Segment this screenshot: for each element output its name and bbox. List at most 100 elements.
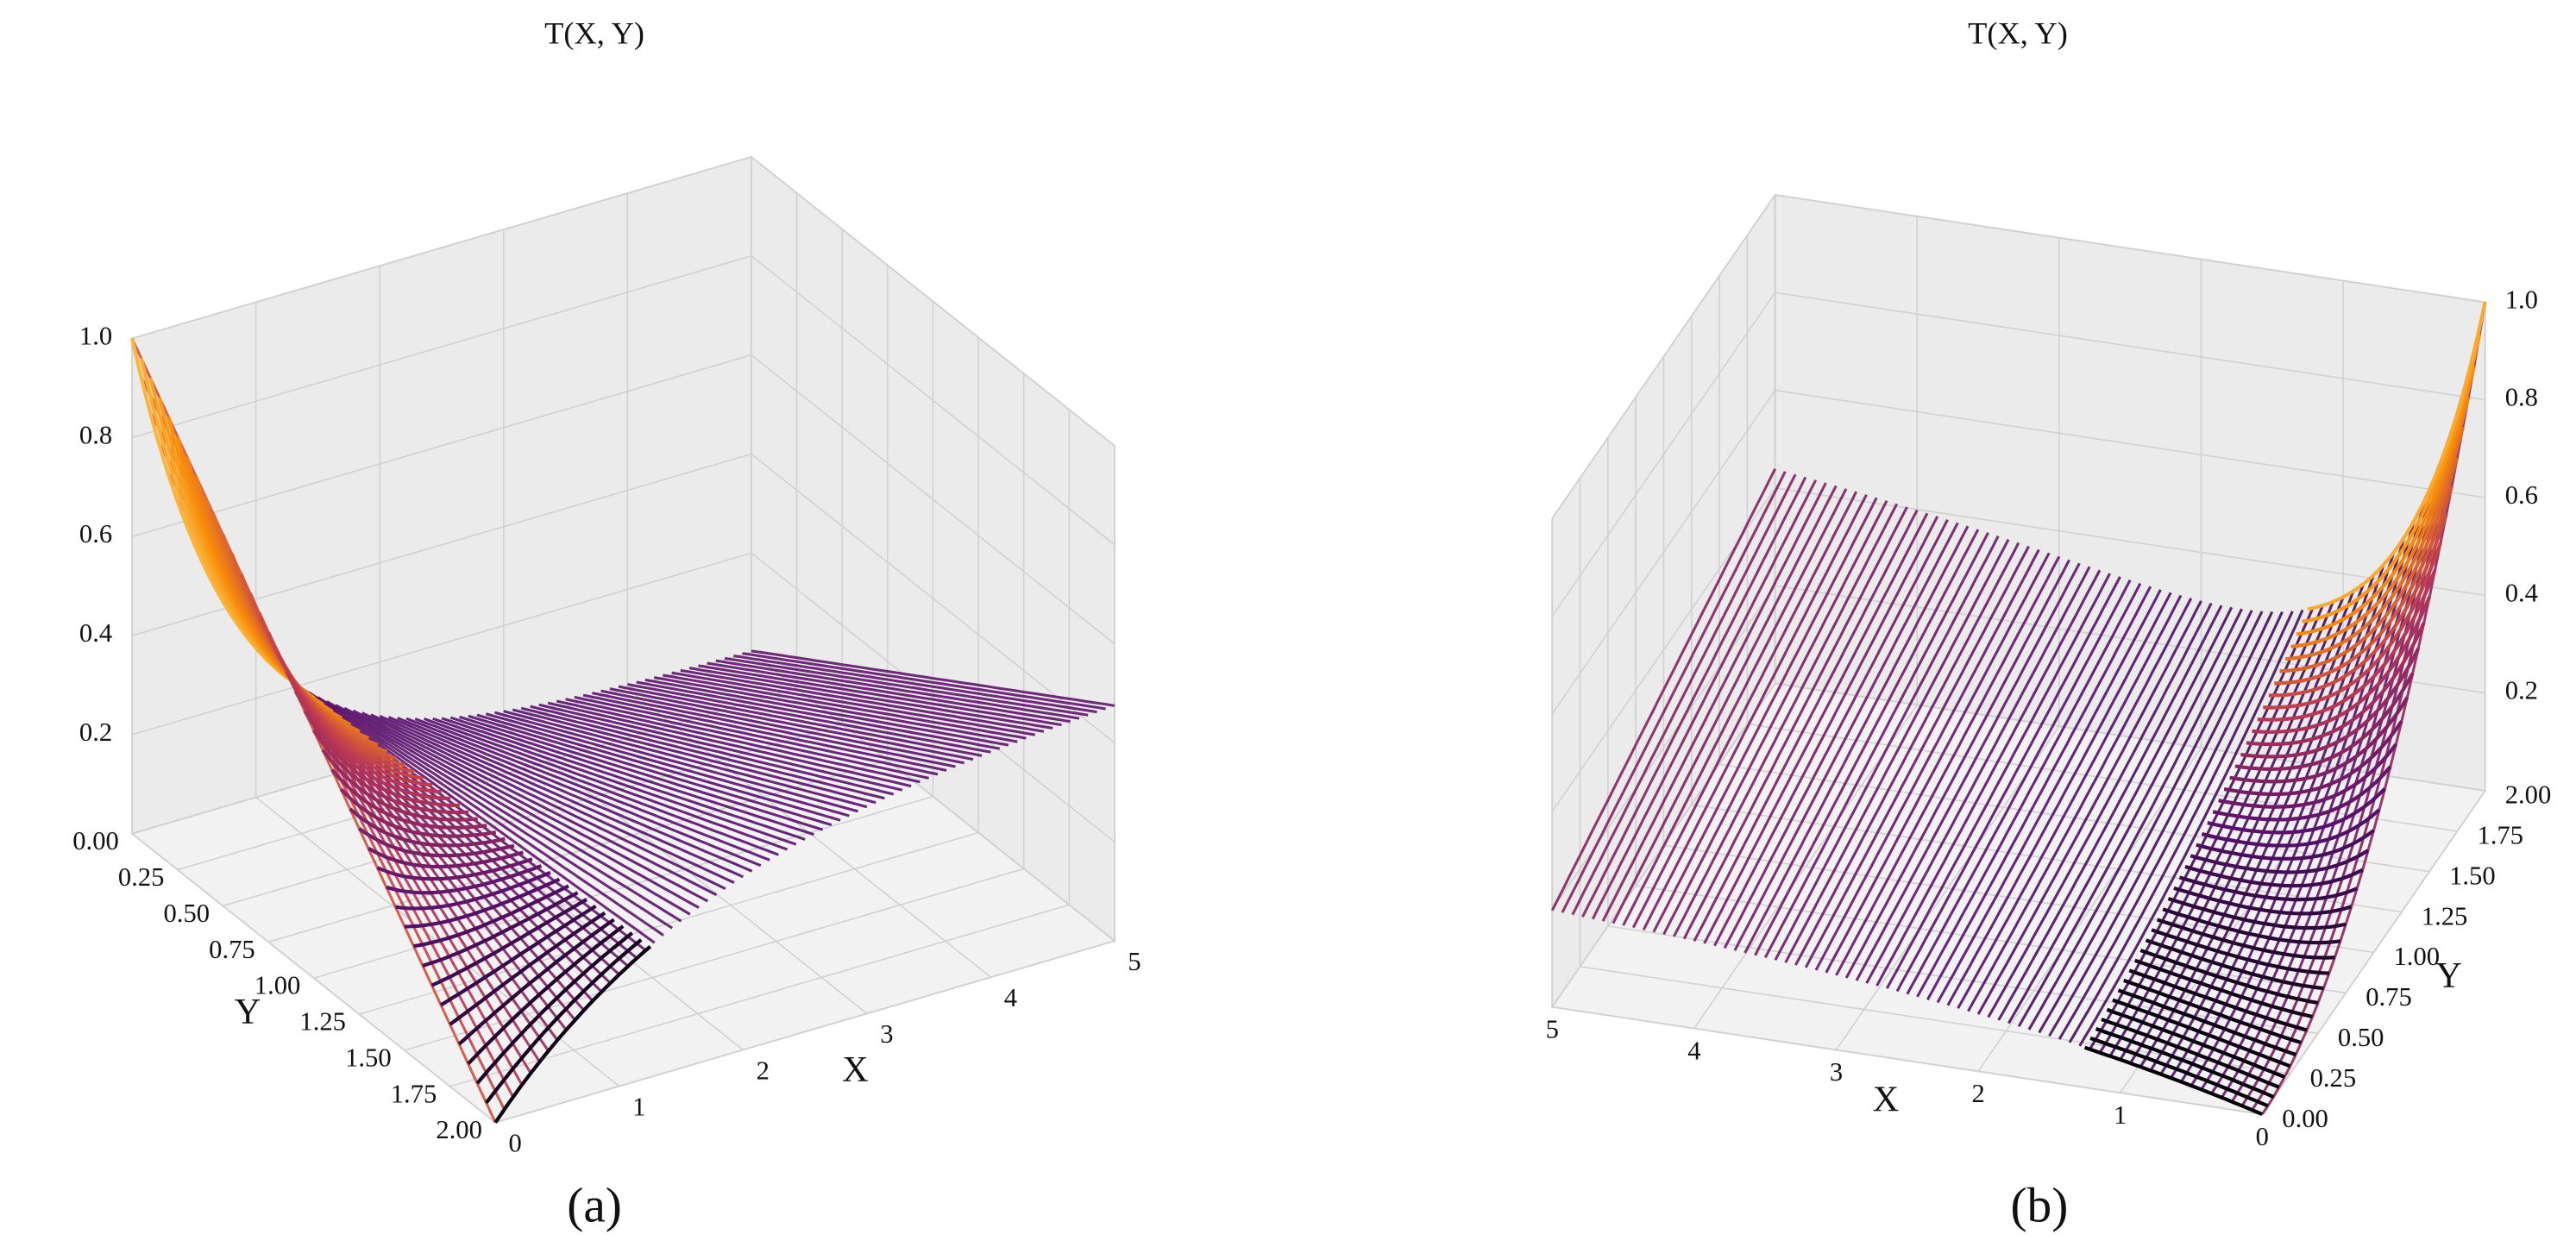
x-tick-label: 4 [1687, 1036, 1700, 1065]
surface-curve [547, 701, 912, 788]
surface-curve [618, 685, 983, 757]
surface-curve [290, 680, 656, 944]
surface-curve [1561, 471, 1787, 913]
z-tick-label: 0.2 [79, 717, 112, 747]
surface-curve [2279, 456, 2460, 673]
surface-curve [2252, 596, 2432, 734]
surface-curve [2038, 611, 2264, 1034]
surface-curve [2284, 426, 2465, 661]
surface-curve [467, 924, 625, 1066]
y-tick-label: 0.00 [2282, 1104, 2328, 1133]
x-axis-label: X [1873, 1079, 1899, 1119]
surface-curve [2162, 907, 2341, 945]
surface-curve [1814, 548, 2040, 971]
grid-line [359, 831, 979, 1015]
surface-curve [432, 717, 797, 846]
surface-curve [2167, 897, 2347, 930]
surface-curve [457, 918, 615, 1046]
surface-curve [733, 655, 1097, 714]
surface-curve [370, 713, 735, 884]
surface-curve [715, 659, 1080, 720]
grid-line [1775, 291, 2485, 401]
surface-curve [330, 768, 487, 830]
surface-curve [1844, 559, 2070, 979]
surface-curve [2240, 647, 2421, 759]
grid-line [1551, 585, 1776, 910]
surface-curve [2190, 849, 2370, 874]
surface-curve [2196, 829, 2375, 861]
surface-curve [285, 670, 442, 794]
grid-line [1775, 487, 2485, 597]
surface-curve [2117, 988, 2296, 1057]
grid-line [1551, 291, 1776, 617]
surface-curve [387, 716, 753, 873]
x-tick-label: 4 [1004, 983, 1017, 1012]
surface-curve [335, 704, 700, 909]
grid-line [449, 904, 1070, 1087]
x-tick-label: 1 [2114, 1100, 2127, 1130]
surface-curve [2145, 938, 2324, 991]
x-tick-label: 2 [757, 1056, 770, 1085]
surface-curve [1835, 555, 2061, 976]
x-tick-label: 0 [509, 1129, 522, 1158]
surface-curve [538, 703, 903, 792]
surface-curve [1744, 525, 1970, 954]
y-tick-label: 2.00 [2505, 780, 2552, 810]
surface-curve [2112, 998, 2291, 1068]
grid-line [131, 354, 752, 537]
y-tick-label: 1.75 [2477, 821, 2523, 850]
surface-curve [2128, 968, 2308, 1032]
z-tick-label: 0.6 [2505, 480, 2538, 510]
chart-title: T(X, Y) [1968, 16, 2068, 51]
z-tick-label: 1.0 [79, 322, 112, 351]
surface-curve [1804, 545, 2031, 968]
surface-curve [317, 696, 682, 923]
surface-curve [742, 652, 1106, 711]
surface-curve [1794, 542, 2020, 966]
grid-line [131, 255, 752, 439]
surface-curve [439, 904, 597, 1007]
y-tick-label: 1.50 [345, 1043, 392, 1072]
surface-curve [671, 671, 1036, 736]
surface-curve [485, 712, 850, 818]
surface-curve [1631, 491, 1858, 929]
z-tick-label: 0.8 [79, 420, 112, 449]
grid-line [131, 156, 752, 340]
z-tick-label: 0.6 [79, 519, 112, 548]
surface-curve [574, 695, 939, 776]
surface-curve [2184, 864, 2364, 888]
surface-curve [2263, 542, 2443, 710]
surface-curve [494, 711, 858, 813]
surface-curve [2058, 611, 2284, 1040]
surface-curve [303, 710, 460, 808]
surface-curve [609, 687, 974, 761]
panel-label: (a) [567, 1178, 622, 1232]
surface-curve [2048, 611, 2274, 1037]
z-tick-label: 0.8 [2505, 383, 2538, 412]
surface-curve [1976, 600, 2202, 1015]
surface-curve [475, 931, 634, 1085]
surface-curve [2296, 365, 2476, 636]
surface-curve [321, 749, 478, 822]
surface-curve [1723, 518, 1949, 949]
subplot: 0 1 2 3 4 5 0.00 0.25 0.50 0.75 1.00 1.25 1.50 1.75 2.… [1546, 16, 2552, 1233]
surface-curve [441, 717, 806, 841]
surface-curve [311, 729, 469, 815]
surface-curve [512, 708, 876, 805]
surface-curve [653, 676, 1018, 743]
surface-curve [2178, 875, 2358, 902]
surface-curve [688, 667, 1053, 730]
surface-curve [413, 884, 569, 949]
surface-curve [582, 693, 947, 772]
grid-line [751, 255, 1115, 546]
surface-curve [663, 673, 1027, 740]
y-tick-label: 0.25 [2310, 1063, 2357, 1093]
surface-curve [485, 938, 643, 1105]
surface-curve [1784, 538, 2010, 963]
surface-curve [2007, 606, 2234, 1024]
surface-curve [1612, 485, 1838, 924]
surface-curve [326, 700, 691, 916]
surface-curve [468, 714, 832, 827]
surface-curve [2083, 1045, 2264, 1117]
